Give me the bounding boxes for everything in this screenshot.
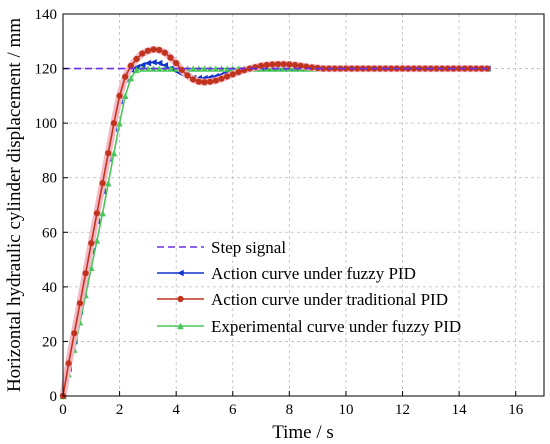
y-tick-label: 0: [50, 389, 58, 405]
data-point: [99, 180, 106, 187]
data-point: [71, 330, 78, 337]
data-point: [286, 61, 293, 68]
data-point: [150, 46, 157, 53]
data-point: [82, 270, 89, 277]
x-tick-label: 8: [286, 402, 294, 418]
data-point: [133, 55, 140, 63]
data-point: [223, 65, 231, 72]
legend-marker: [177, 295, 184, 303]
data-point: [291, 61, 299, 69]
data-point: [280, 61, 287, 68]
data-point: [156, 65, 163, 72]
data-point: [269, 61, 276, 68]
data-point: [235, 69, 242, 76]
data-point: [144, 47, 151, 54]
data-point: [65, 360, 72, 367]
data-point: [156, 59, 163, 67]
data-point: [189, 65, 197, 72]
data-point: [184, 72, 191, 79]
data-point: [167, 54, 174, 61]
data-point: [127, 74, 135, 82]
legend-item: Action curve under fuzzy PID: [157, 264, 416, 283]
y-tick-label: 60: [42, 225, 57, 241]
y-tick-label: 40: [42, 280, 57, 296]
series-line: [62, 61, 488, 397]
data-point: [76, 300, 84, 307]
legend-item: Step signal: [157, 238, 286, 257]
data-point: [201, 79, 208, 86]
series-1: [59, 59, 491, 400]
data-point: [133, 66, 140, 74]
data-point: [195, 78, 202, 85]
series-halo: [59, 45, 488, 397]
data-point: [212, 77, 219, 84]
x-axis-title: Time / s: [272, 422, 334, 443]
data-point: [167, 65, 174, 72]
data-point: [93, 210, 101, 217]
data-point: [93, 237, 101, 244]
legend: Step signal Action curve under fuzzy PID A…: [157, 238, 461, 336]
data-point: [110, 120, 118, 127]
data-point: [207, 78, 214, 85]
y-tick-label: 100: [35, 116, 58, 132]
data-point: [116, 119, 123, 127]
x-tick-label: 4: [172, 402, 180, 418]
data-point: [150, 59, 157, 66]
x-tick-label: 6: [229, 402, 237, 418]
legend-item: Action curve under traditional PID: [157, 290, 448, 309]
x-tick-label: 12: [395, 402, 410, 418]
data-point: [161, 49, 168, 56]
y-axis-title: Horizontal hydraulic cylinder displaceme…: [4, 18, 25, 392]
x-tick-label: 10: [338, 402, 353, 418]
data-point: [122, 73, 129, 80]
data-point: [229, 71, 236, 78]
data-point: [178, 66, 185, 74]
axis-ticks: 0 2 4 6 8 10 12 14 16 0 20 40 60 80 100 120 140: [35, 7, 524, 418]
data-point: [212, 65, 219, 72]
data-point: [105, 179, 112, 187]
x-tick-label: 2: [116, 402, 124, 418]
data-point: [139, 50, 146, 57]
data-point: [144, 65, 152, 72]
legend-marker: [177, 322, 184, 330]
data-point: [161, 62, 169, 69]
data-point: [99, 209, 106, 217]
data-point: [139, 61, 146, 69]
data-point: [116, 92, 123, 99]
x-tick-label: 0: [59, 402, 67, 418]
data-point: [274, 61, 282, 68]
legend-item: Experimental curve under fuzzy PID: [157, 317, 461, 336]
data-point: [201, 65, 208, 72]
y-tick-label: 140: [35, 7, 58, 23]
data-point: [173, 60, 180, 67]
data-point: [156, 46, 163, 54]
legend-label: Action curve under traditional PID: [211, 290, 448, 309]
data-point: [144, 59, 152, 67]
data-point: [88, 240, 95, 247]
y-tick-label: 80: [42, 171, 57, 187]
data-point: [224, 73, 231, 80]
legend-label: Action curve under fuzzy PID: [211, 264, 416, 283]
data-point: [105, 150, 112, 157]
y-tick-label: 20: [42, 334, 57, 350]
data-point: [218, 75, 225, 82]
legend-marker: [177, 269, 184, 277]
series-layer: [59, 45, 491, 400]
data-point: [263, 61, 270, 69]
legend-label: Experimental curve under fuzzy PID: [211, 317, 461, 336]
y-tick-label: 120: [35, 62, 58, 78]
x-tick-label: 16: [508, 402, 524, 418]
x-tick-label: 14: [452, 402, 468, 418]
legend-label: Step signal: [211, 238, 286, 257]
data-point: [110, 149, 118, 157]
data-point: [308, 64, 316, 71]
plot-frame: [62, 13, 545, 397]
data-point: [190, 76, 197, 83]
series-line: [62, 48, 488, 397]
data-point: [122, 92, 129, 100]
